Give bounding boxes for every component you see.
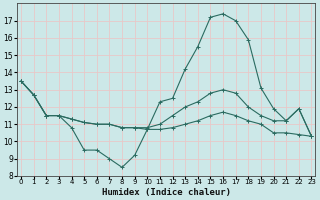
X-axis label: Humidex (Indice chaleur): Humidex (Indice chaleur) [102,188,231,197]
